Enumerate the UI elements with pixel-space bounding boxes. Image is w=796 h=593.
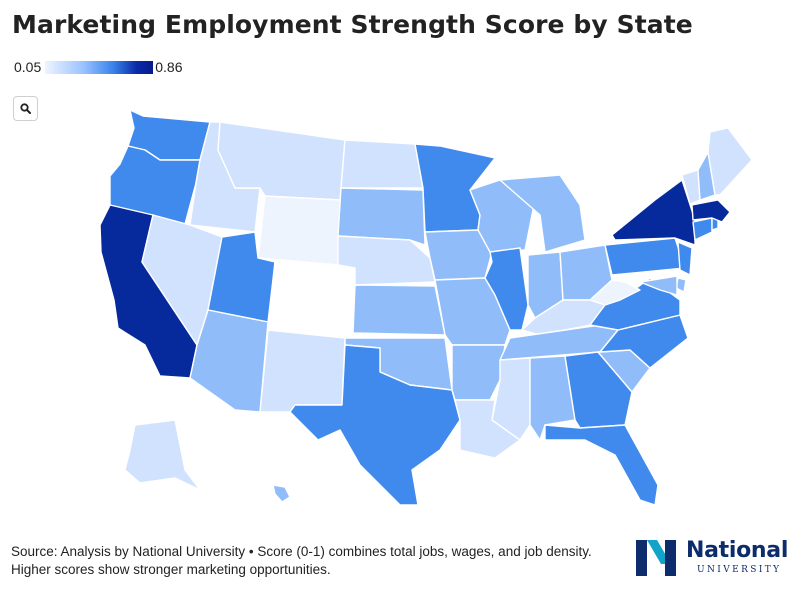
state-arizona[interactable] (189, 309, 269, 413)
state-alaska[interactable] (124, 419, 201, 491)
state-new-mexico[interactable] (259, 329, 346, 413)
state-oregon[interactable] (109, 145, 201, 225)
state-south-dakota[interactable] (337, 187, 426, 246)
state-illinois[interactable] (484, 247, 529, 331)
state-pennsylvania[interactable] (604, 237, 686, 276)
state-north-dakota[interactable] (340, 139, 424, 189)
state-maine[interactable] (707, 127, 753, 196)
page-title: Marketing Employment Strength Score by S… (12, 10, 693, 39)
logo-wordmark: National (686, 538, 789, 563)
state-kansas[interactable] (352, 284, 446, 336)
state-hawaii[interactable] (272, 484, 291, 503)
state-michigan[interactable] (499, 174, 586, 253)
state-montana[interactable] (217, 121, 346, 201)
legend-min-label: 0.05 (14, 59, 42, 75)
source-note: Source: Analysis by National University … (11, 544, 592, 577)
state-wyoming[interactable] (257, 195, 341, 266)
state-connecticut[interactable] (692, 217, 713, 241)
legend-max-label: 0.86 (155, 59, 183, 75)
state-maryland[interactable] (639, 275, 678, 296)
state-texas[interactable] (289, 344, 461, 506)
logo-mark (636, 540, 676, 576)
state-west-virginia[interactable] (589, 279, 641, 306)
state-new-jersey[interactable] (677, 241, 693, 276)
color-legend: 0.05 0.86 (14, 59, 183, 75)
state-florida[interactable] (544, 424, 659, 506)
state-louisiana[interactable] (454, 399, 521, 459)
state-massachusetts[interactable] (691, 199, 731, 223)
national-university-logo[interactable]: National UNIVERSITY (633, 538, 788, 578)
search-icon (20, 103, 31, 114)
zoom-button[interactable] (13, 96, 38, 121)
state-nebraska[interactable] (337, 235, 436, 286)
logo-subtitle: UNIVERSITY (697, 565, 782, 575)
state-new-york[interactable] (611, 179, 696, 246)
state-colorado[interactable] (267, 261, 356, 334)
legend-gradient-bar (45, 60, 154, 74)
